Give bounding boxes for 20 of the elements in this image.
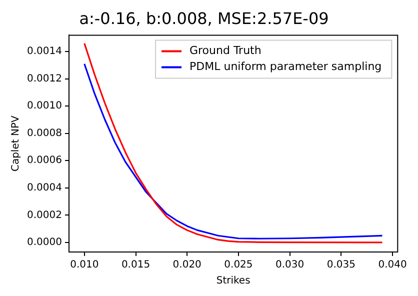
x-tick-label: 0.025: [224, 260, 253, 271]
y-tick-label: 0.0014: [26, 46, 62, 58]
x-tick-label: 0.030: [276, 260, 304, 271]
y-tick-label: 0.0010: [26, 100, 62, 112]
y-axis-title: Caplet NPV: [10, 116, 22, 172]
x-tick-label: 0.040: [378, 260, 407, 271]
y-tick-label: 0.0002: [26, 210, 62, 221]
x-axis-title: Strikes: [216, 276, 250, 287]
x-tick-label: 0.035: [326, 260, 356, 271]
chart-title: a:-0.16, b:0.008, MSE:2.57E-09: [79, 8, 329, 28]
legend-label: PDML uniform parameter sampling: [190, 60, 382, 74]
x-tick-label: 0.020: [172, 260, 202, 271]
x-tick-label: 0.015: [121, 260, 150, 271]
y-tick-label: 0.0008: [26, 128, 62, 139]
y-tick-label: 0.0012: [26, 73, 62, 84]
y-tick-label: 0.0006: [26, 155, 62, 166]
x-tick-label: 0.010: [70, 260, 99, 271]
y-tick-label: 0.0004: [26, 182, 62, 194]
y-tick-label: 0.0000: [26, 237, 62, 248]
legend-label: Ground Truth: [190, 44, 262, 58]
